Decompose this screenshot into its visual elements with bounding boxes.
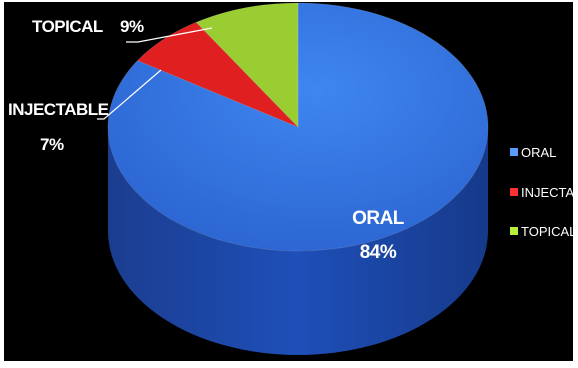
data-label-injectable: INJECTABLE 7% bbox=[8, 100, 109, 154]
legend-label-topical: TOPICAL bbox=[521, 224, 573, 239]
data-label-injectable-value: 7% bbox=[40, 135, 64, 154]
leader-line-injectable bbox=[97, 69, 162, 120]
legend-item-oral: ORAL bbox=[510, 145, 556, 160]
data-label-oral-text: ORAL bbox=[352, 208, 405, 229]
legend-swatch-injectable bbox=[510, 188, 518, 196]
data-label-oral-value: 84% bbox=[360, 242, 397, 263]
pie-side-wall bbox=[108, 127, 488, 355]
data-label-topical-text: TOPICAL bbox=[32, 17, 103, 36]
pie-slice-topical bbox=[195, 2, 299, 128]
pie-slice-injectable bbox=[136, 21, 299, 128]
legend-item-injectable: INJECTABLE bbox=[510, 185, 573, 200]
data-label-topical-value: 9% bbox=[120, 17, 144, 36]
legend-swatch-topical bbox=[510, 227, 518, 235]
data-label-topical: TOPICAL 9% bbox=[32, 17, 144, 36]
data-label-injectable-text: INJECTABLE bbox=[8, 100, 109, 119]
legend-label-injectable: INJECTABLE bbox=[521, 185, 573, 200]
legend-label-oral: ORAL bbox=[521, 145, 556, 160]
legend-item-topical: TOPICAL bbox=[510, 224, 573, 239]
data-label-oral: ORAL 84% bbox=[352, 208, 405, 263]
leader-line-topical bbox=[126, 27, 213, 43]
pie-chart: TOPICAL 9% INJECTABLE 7% ORAL 84% ORAL I… bbox=[8, 2, 573, 355]
chart-area: TOPICAL 9% INJECTABLE 7% ORAL 84% ORAL I… bbox=[4, 2, 573, 361]
pie-slice-oral bbox=[107, 2, 489, 252]
legend-swatch-oral bbox=[510, 148, 518, 156]
legend: ORAL INJECTABLE TOPICAL bbox=[510, 145, 573, 239]
